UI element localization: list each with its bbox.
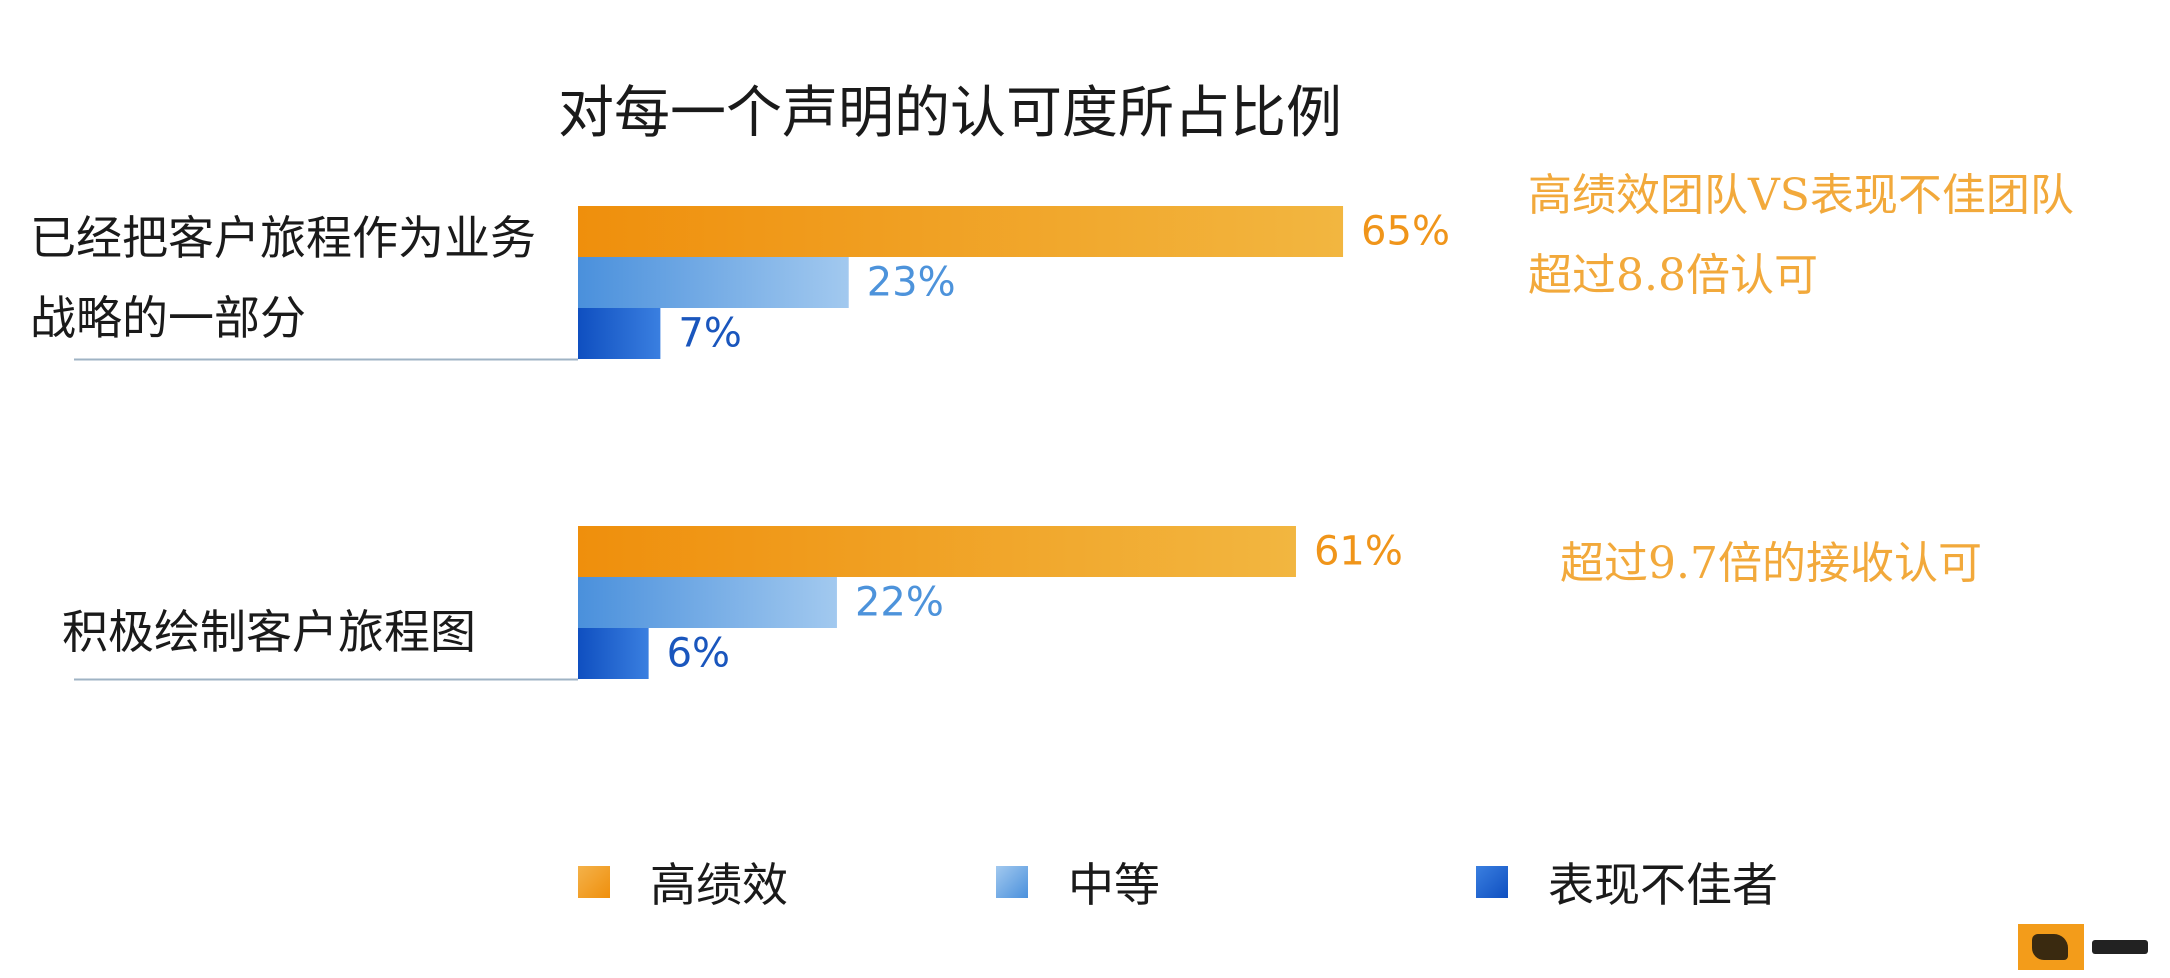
callout-text-1: 高绩效团队VS表现不佳团队 超过8.8倍认可: [1528, 156, 2074, 316]
callout-1-line-2: 超过8.8倍认可: [1528, 250, 1818, 301]
chart-legend: 高绩效 中等 表现不佳者: [0, 852, 2170, 912]
callout-2-line-1: 超过9.7倍的接收认可: [1560, 538, 1982, 589]
legend-label-low-performance: 表现不佳者: [1548, 858, 1778, 912]
legend-swatch-high-performance: [578, 866, 610, 898]
legend-label-medium: 中等: [1068, 858, 1160, 912]
callout-text-2: 超过9.7倍的接收认可: [1560, 524, 1982, 604]
value-label-medium-2: 22%: [855, 580, 944, 626]
value-label-high-performance-2: 61%: [1314, 529, 1403, 575]
bar-medium-1: [578, 257, 849, 308]
category-label-1-line-1: 已经把客户旅程作为业务: [30, 211, 536, 265]
legend-item-medium: 中等: [996, 852, 1160, 912]
value-label-low-performance-1: 7%: [678, 311, 741, 357]
bar-low-performance-2: [578, 628, 649, 679]
callout-1-line-1: 高绩效团队VS表现不佳团队: [1528, 170, 2074, 221]
legend-item-low-performance: 表现不佳者: [1476, 852, 1778, 912]
category-label-2-line-1: 积极绘制客户旅程图: [62, 605, 476, 659]
bar-high-performance-2: [578, 526, 1296, 577]
bar-high-performance-1: [578, 206, 1344, 257]
value-label-medium-1: 23%: [867, 260, 956, 306]
legend-label-high-performance: 高绩效: [650, 858, 788, 912]
legend-swatch-low-performance: [1476, 866, 1508, 898]
legend-item-high-performance: 高绩效: [578, 852, 788, 912]
bar-low-performance-1: [578, 308, 661, 359]
legend-swatch-medium: [996, 866, 1028, 898]
category-label-1-line-2: 战略的一部分: [30, 291, 306, 345]
value-label-high-performance-1: 65%: [1361, 209, 1450, 255]
chart-title: 对每一个声明的认可度所占比例: [558, 81, 1342, 146]
logo-mark-icon: [2018, 924, 2084, 970]
logo-wordmark: [2092, 940, 2148, 954]
brand-logo: [2018, 924, 2158, 970]
value-label-low-performance-2: 6%: [667, 631, 730, 677]
bar-medium-2: [578, 577, 837, 628]
